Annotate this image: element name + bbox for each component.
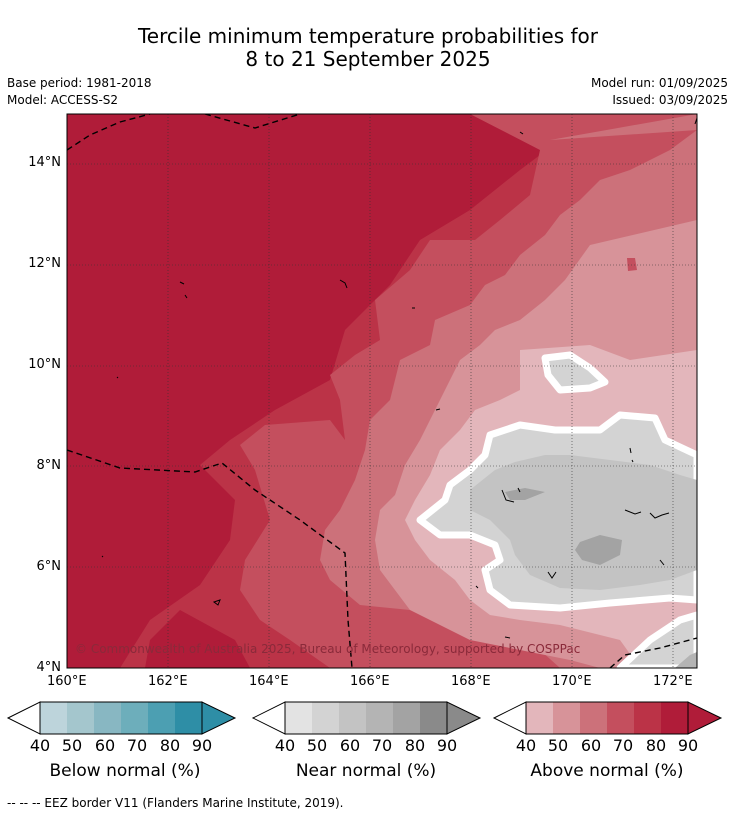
base-period: Base period: 1981-2018	[7, 76, 152, 90]
eez-border	[67, 114, 697, 668]
colorbar-above-bin-3	[580, 702, 607, 734]
above-small-patch	[627, 258, 637, 271]
x-tick-160e: 160°E	[47, 674, 87, 689]
colorbar-above-bin-2	[553, 702, 580, 734]
colorbar-below-bin-1	[40, 702, 67, 734]
y-tick-6n: 6°N	[36, 559, 62, 574]
colorbar-above-min-arrow	[492, 701, 527, 735]
near-normal-60-region	[505, 488, 545, 500]
copyright-notice: © Commonwealth of Australia 2025, Bureau…	[75, 642, 580, 656]
cb-above-tick: 70	[612, 736, 634, 755]
colorbar-near	[251, 701, 482, 735]
colorbar-above-bin-6	[661, 702, 688, 734]
colorbar-below-min-arrow	[6, 701, 41, 735]
model-name: Model: ACCESS-S2	[7, 93, 119, 107]
cb-above-tick: 80	[645, 736, 667, 755]
colorbar-above-max-arrow	[687, 701, 723, 735]
chart-title-line2: 8 to 21 September 2025	[245, 47, 491, 71]
cb-near-tick: 60	[339, 736, 361, 755]
cb-near-tick: 50	[306, 736, 328, 755]
cb-above-tick: 50	[547, 736, 569, 755]
x-tick-172e: 172°E	[653, 674, 693, 689]
colorbar-above	[492, 701, 723, 735]
colorbar-below	[6, 701, 237, 735]
colorbar-below-bin-2	[67, 702, 94, 734]
cb-below-tick: 70	[126, 736, 148, 755]
colorbar-near-label: Near normal (%)	[295, 761, 437, 781]
colorbar-above-bin-5	[634, 702, 661, 734]
probability-field	[67, 114, 697, 668]
near-normal-southeast-50-region	[675, 652, 697, 668]
colorbar-near-bin-5	[393, 702, 420, 734]
cb-near-tick: 40	[274, 736, 296, 755]
cb-above-tick: 90	[677, 736, 699, 755]
cb-below-tick: 90	[191, 736, 213, 755]
islands	[101, 117, 697, 639]
colorbar-above-bin-4	[607, 702, 634, 734]
x-tick-168e: 168°E	[451, 674, 491, 689]
cb-near-tick: 90	[436, 736, 458, 755]
colorbar-above-label: Above normal (%)	[530, 761, 684, 781]
grid-lines	[67, 114, 697, 668]
eez-footer-note: -- -- -- EEZ border V11 (Flanders Marine…	[7, 796, 344, 810]
chart-title-line1: Tercile minimum temperature probabilitie…	[137, 24, 599, 48]
cb-below-tick: 60	[94, 736, 116, 755]
colorbar-near-max-arrow	[446, 701, 482, 735]
y-tick-4n: 4°N	[36, 660, 62, 675]
colorbar-near-bin-4	[366, 702, 393, 734]
colorbar-near-bin-6	[420, 702, 447, 734]
cb-near-tick: 70	[371, 736, 393, 755]
colorbar-below-bin-6	[175, 702, 202, 734]
issued-date: Issued: 03/09/2025	[612, 93, 728, 107]
x-tick-170e: 170°E	[552, 674, 592, 689]
colorbar-below-bin-4	[121, 702, 148, 734]
colorbar-below-max-arrow	[201, 701, 237, 735]
cb-below-tick: 50	[61, 736, 83, 755]
x-tick-164e: 164°E	[249, 674, 289, 689]
x-tick-162e: 162°E	[148, 674, 188, 689]
map-frame	[66, 113, 698, 669]
y-tick-14n: 14°N	[28, 155, 61, 170]
colorbar-below-label: Below normal (%)	[49, 761, 201, 781]
y-tick-8n: 8°N	[36, 458, 62, 473]
cb-above-tick: 60	[580, 736, 602, 755]
near-normal-40-north-region	[541, 351, 609, 394]
cb-below-tick: 40	[29, 736, 51, 755]
cb-above-tick: 40	[515, 736, 537, 755]
colorbar-near-bin-3	[339, 702, 366, 734]
near-normal-southeast-region	[616, 611, 697, 668]
x-tick-166e: 166°E	[350, 674, 390, 689]
colorbar-above-bin-1	[526, 702, 553, 734]
y-tick-12n: 12°N	[28, 256, 61, 271]
colorbar-below-bin-3	[94, 702, 121, 734]
model-run: Model run: 01/09/2025	[590, 76, 728, 90]
colorbar-near-bin-2	[312, 702, 339, 734]
near-normal-60-region-2	[575, 535, 622, 565]
cb-near-tick: 80	[404, 736, 426, 755]
colorbar-near-bin-1	[285, 702, 312, 734]
y-tick-10n: 10°N	[28, 357, 61, 372]
cb-below-tick: 80	[159, 736, 181, 755]
colorbar-below-bin-5	[148, 702, 175, 734]
colorbar-near-min-arrow	[251, 701, 286, 735]
